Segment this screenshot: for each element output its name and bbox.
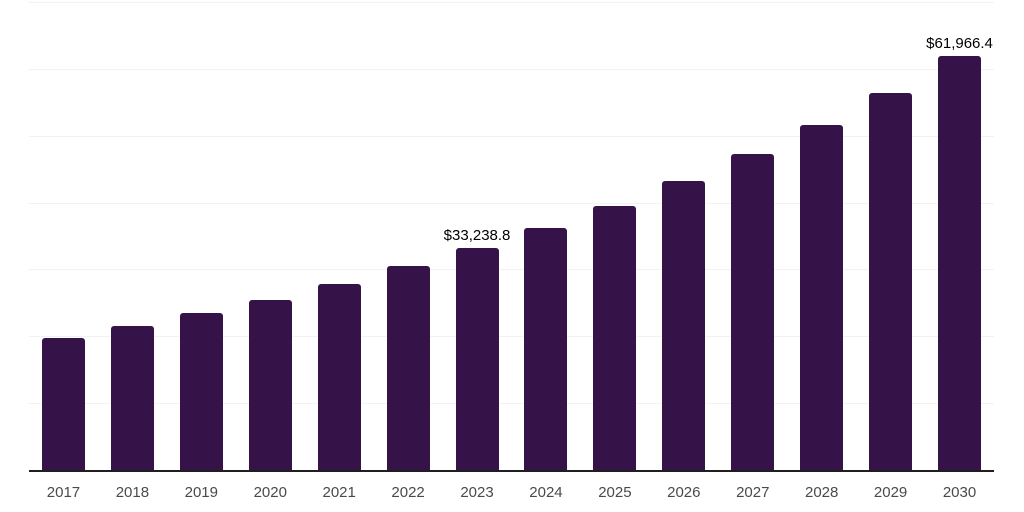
bar-2022	[386, 266, 430, 470]
plot-area: $33,238.8 $61,966.4	[29, 2, 994, 472]
x-axis-label-2020: 2020	[253, 484, 287, 501]
bar-2025	[593, 205, 637, 470]
x-axis-label-2022: 2022	[391, 484, 425, 501]
x-axis-label-2023: 2023	[460, 484, 494, 501]
bar-2019	[179, 312, 223, 470]
x-axis-label-2030: 2030	[942, 484, 977, 501]
bar-2030	[938, 55, 982, 470]
bar-2018	[110, 325, 154, 470]
value-label-2030: $61,966.4	[926, 34, 993, 52]
gridline-70000	[29, 2, 994, 3]
bar-2028	[800, 125, 844, 470]
bar-2023	[455, 247, 499, 470]
bar-2029	[869, 93, 913, 470]
bar-2026	[662, 180, 706, 470]
value-label-2023: $33,238.8	[443, 226, 511, 244]
x-axis-label-2017: 2017	[46, 484, 81, 501]
gridline-20000	[29, 336, 994, 338]
bar-2024	[524, 228, 568, 470]
gridline-10000	[29, 403, 994, 405]
x-axis-labels: 2017 2018 2019 2020 2021 2022 2023 2024 2025 2026…	[29, 484, 994, 504]
x-axis-label-2029: 2029	[873, 484, 908, 501]
x-axis-label-2021: 2021	[322, 484, 356, 501]
bar-2020	[248, 299, 292, 470]
gridline-30000	[29, 269, 994, 271]
x-axis-label-2018: 2018	[115, 484, 150, 501]
x-axis-label-2019: 2019	[184, 484, 218, 501]
gridline-50000	[29, 135, 994, 137]
bar-2017	[41, 337, 85, 470]
x-axis-label-2026: 2026	[667, 484, 701, 501]
bar-2021	[317, 283, 361, 470]
gridline-60000	[29, 68, 994, 70]
x-axis-label-2024: 2024	[529, 484, 563, 501]
gridline-40000	[29, 202, 994, 204]
bar-2027	[731, 153, 775, 470]
x-axis-label-2025: 2025	[598, 484, 632, 501]
x-axis-label-2028: 2028	[804, 484, 839, 501]
x-axis-label-2027: 2027	[736, 484, 770, 501]
